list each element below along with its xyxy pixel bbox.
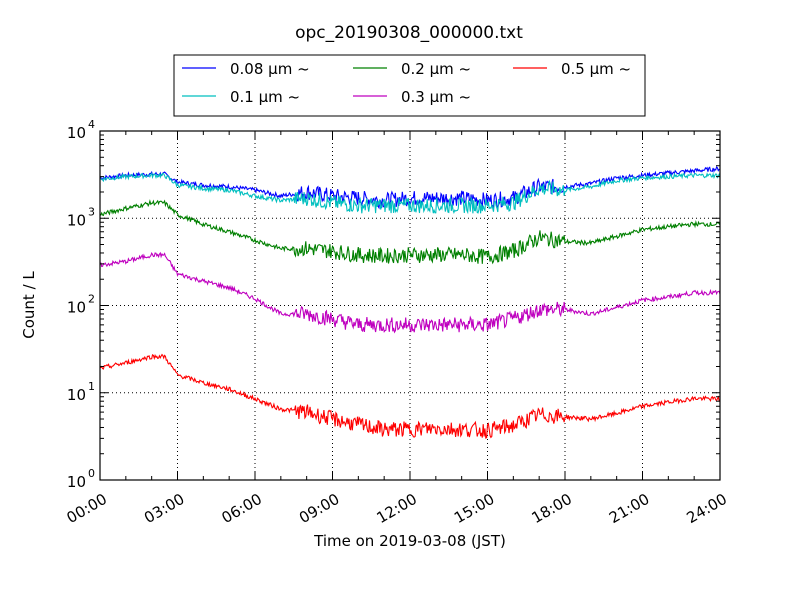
- legend-label: 0.5 μm ~: [561, 60, 631, 78]
- x-tick-label: 12:00: [374, 490, 420, 527]
- grid: [100, 131, 720, 480]
- x-tick-label: 09:00: [296, 490, 342, 527]
- legend-label: 0.2 μm ~: [401, 60, 471, 78]
- y-tick-exponent: 3: [88, 205, 95, 218]
- ticks: [99, 130, 721, 481]
- legend-label: 0.1 μm ~: [230, 88, 300, 106]
- y-axis-label: Count / L: [20, 271, 38, 339]
- x-tick-label: 18:00: [529, 490, 575, 527]
- x-tick-label: 21:00: [606, 490, 652, 527]
- series-line-0.1: [99, 172, 721, 215]
- chart-title: opc_20190308_000000.txt: [295, 23, 523, 43]
- y-tick-label: 10: [67, 386, 86, 404]
- x-tick-label: 00:00: [64, 490, 110, 527]
- series-lines: [99, 165, 721, 439]
- series-line-0.2: [99, 199, 721, 265]
- legend-label: 0.3 μm ~: [401, 88, 471, 106]
- x-tick-label: 24:00: [684, 490, 730, 527]
- y-tick-exponent: 4: [88, 118, 95, 131]
- y-tick-label: 10: [67, 473, 86, 491]
- y-tick-label: 10: [67, 211, 86, 229]
- legend: 0.08 μm ~ 0.1 μm ~ 0.2 μm ~ 0.3 μm ~ 0.5 μm …: [173, 54, 646, 117]
- series-line-0.3: [100, 251, 721, 334]
- x-tick-label: 06:00: [219, 490, 265, 527]
- y-tick-label: 10: [67, 299, 86, 317]
- x-tick-labels: 00:00 03:00 06:00 09:00 12:00 15:00 18:00 21:00…: [64, 490, 730, 527]
- legend-frame: [173, 54, 646, 117]
- legend-label: 0.08 μm ~: [230, 60, 310, 78]
- y-tick-exponent: 2: [88, 293, 95, 306]
- y-tick-label: 10: [67, 124, 86, 142]
- x-axis-label: Time on 2019-03-08 (JST): [313, 532, 506, 550]
- series-line-0.5: [99, 353, 721, 439]
- x-tick-label: 03:00: [141, 490, 187, 527]
- x-tick-label: 15:00: [451, 490, 497, 527]
- y-tick-exponent: 0: [88, 467, 95, 480]
- y-tick-exponent: 1: [88, 380, 95, 393]
